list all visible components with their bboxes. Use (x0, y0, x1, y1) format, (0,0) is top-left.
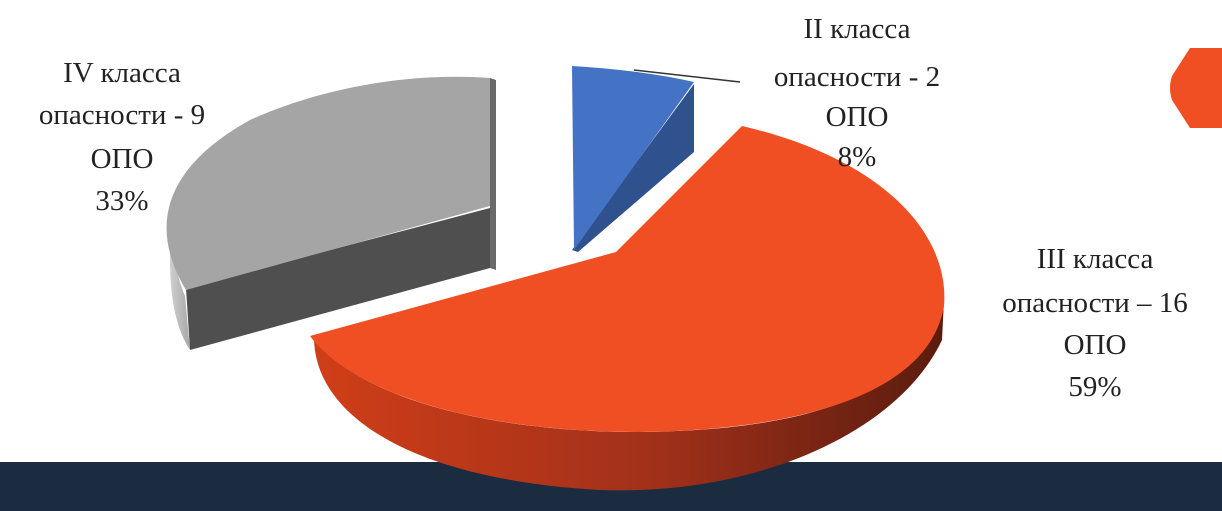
svg-text:опасности - 9: опасности - 9 (39, 99, 205, 131)
data-label-ii: II класса опасности - 2 ОПО 8% (774, 13, 940, 173)
label-iv-line-1: IV класса (63, 57, 181, 89)
slice-top-ii (572, 66, 694, 250)
label-iv-percent: 33% (95, 185, 148, 217)
slice-top-iv (166, 76, 490, 290)
pie-slice-iii (310, 126, 945, 491)
slice-top-iii (310, 126, 945, 432)
label-iii-line-3: ОПО (1064, 329, 1127, 361)
svg-text:опасности – 16: опасности – 16 (1002, 287, 1188, 319)
label-ii-line-2: опасности - 2 (774, 61, 940, 93)
pie-slice-iv (166, 76, 496, 350)
leader-line-ii (633, 69, 741, 83)
svg-text:II класса: II класса (804, 13, 911, 45)
orange-corner-shape (1170, 48, 1222, 128)
label-iii-percent: 59% (1068, 371, 1121, 403)
data-label-iii: III класса опасности – 16 ОПО 59% (1002, 243, 1188, 403)
label-iv-line-3: ОПО (91, 143, 154, 175)
label-ii-line-1: II класса (804, 13, 911, 45)
svg-text:33%: 33% (95, 185, 148, 217)
svg-text:III класса: III класса (1037, 243, 1154, 275)
svg-text:ОПО: ОПО (91, 143, 154, 175)
label-ii-line-3: ОПО (826, 101, 889, 133)
svg-text:IV класса: IV класса (63, 57, 181, 89)
pie-slice-ii (572, 66, 694, 252)
data-label-iv: IV класса опасности - 9 ОПО 33% (39, 57, 205, 217)
svg-text:ОПО: ОПО (1064, 329, 1127, 361)
svg-text:8%: 8% (838, 141, 877, 173)
svg-text:ОПО: ОПО (826, 101, 889, 133)
label-iii-line-1: III класса (1037, 243, 1154, 275)
label-iv-line-2: опасности - 9 (39, 99, 205, 131)
svg-text:опасности - 2: опасности - 2 (774, 61, 940, 93)
svg-text:59%: 59% (1068, 371, 1121, 403)
label-ii-percent: 8% (838, 141, 877, 173)
label-iii-line-2: опасности – 16 (1002, 287, 1188, 319)
